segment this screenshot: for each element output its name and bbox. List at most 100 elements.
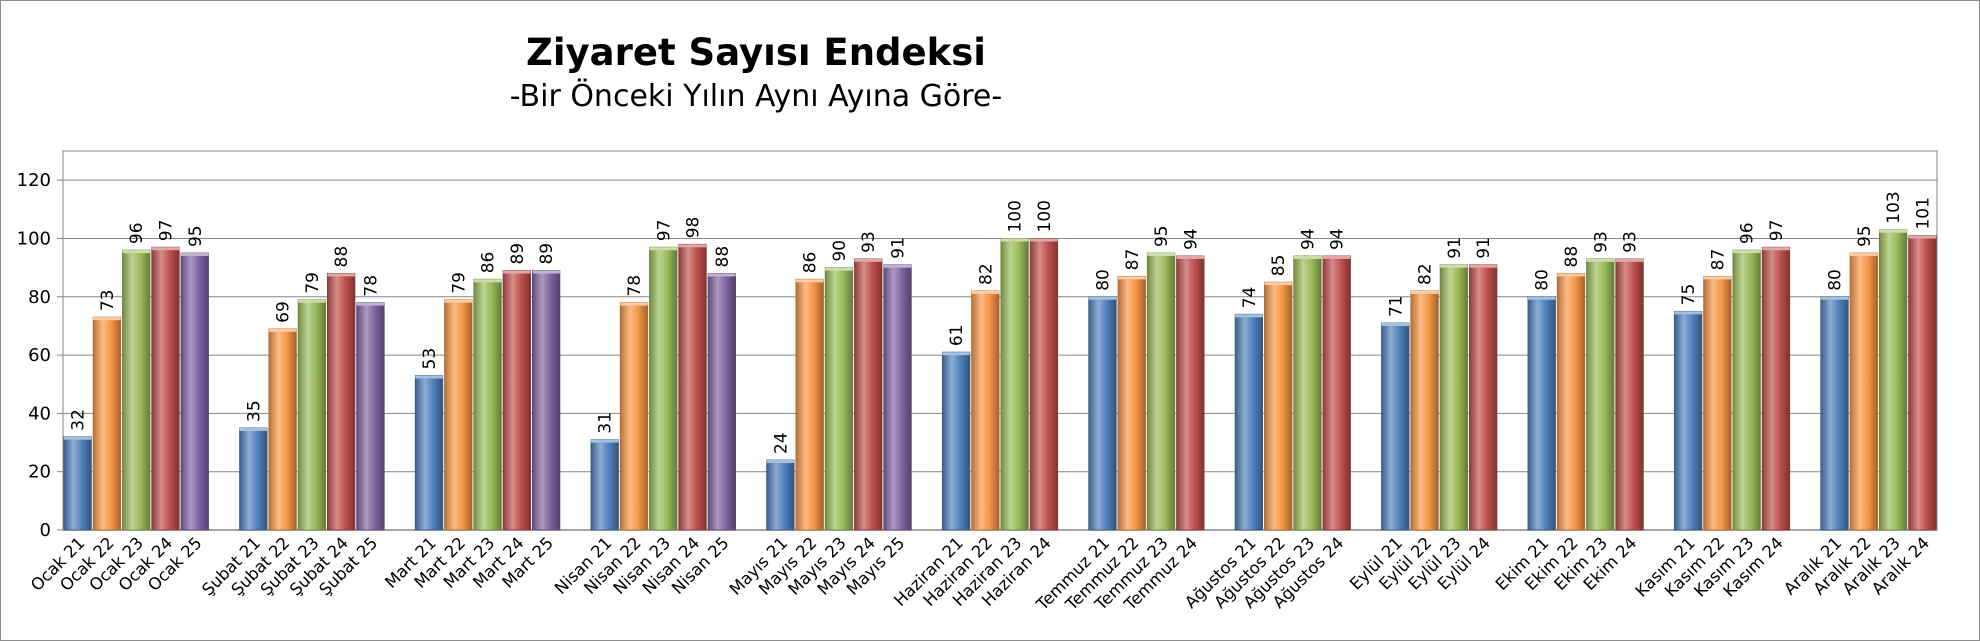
bar-top [1527,296,1556,300]
y-tick-label: 120 [17,170,51,191]
data-label: 100 [1006,200,1026,232]
bar-top [1322,255,1351,259]
y-tick-label: 60 [28,345,51,366]
bar [1878,229,1908,531]
bar-top [1410,290,1439,294]
bar-top [971,290,1000,294]
bar [707,273,736,531]
data-label: 87 [1708,249,1728,271]
bar [1908,235,1937,531]
data-label: 31 [596,412,616,434]
bar [1381,322,1410,531]
bar [1000,238,1029,531]
bar-top [356,302,385,306]
bar [531,270,561,531]
bar-top [1850,253,1878,257]
bar-top [883,264,912,268]
bar-top [1586,258,1615,262]
data-label: 89 [508,243,528,265]
bar [824,267,854,531]
data-label: 91 [1474,237,1494,259]
bar [297,299,327,531]
data-label: 69 [274,301,294,323]
data-label: 61 [947,325,967,347]
bar [678,243,707,531]
bar-top [1235,314,1263,318]
bar [327,273,356,531]
bar-top [444,299,473,303]
bar [619,302,649,531]
bar [1088,296,1117,531]
bar [1029,238,1059,531]
bar-top [1440,264,1468,268]
bar-top [327,273,355,277]
data-label: 80 [1826,269,1846,291]
bar [1820,296,1849,531]
bar [971,290,1000,531]
bar [1527,296,1556,531]
bar [1615,258,1644,531]
bar-top [122,250,150,254]
data-label: 93 [1621,231,1641,253]
data-label: 71 [1386,295,1406,317]
bar-top [93,317,121,321]
data-label: 93 [859,231,879,253]
data-label: 94 [1181,228,1201,250]
bar-top [181,253,209,257]
bar-top [1615,258,1644,262]
bar-top [473,279,502,283]
data-label: 74 [1240,287,1260,309]
data-label: 95 [186,225,206,247]
data-label: 79 [449,272,469,294]
data-label: 93 [1591,231,1611,253]
bar-top [649,247,678,251]
data-label: 35 [244,400,264,422]
bar-top [1147,253,1175,257]
data-label: 97 [156,220,176,242]
data-label: 82 [976,263,996,285]
chart-title: Ziyaret Sayısı Endeksi [526,31,986,74]
bar [1322,255,1351,531]
data-label: 91 [1445,237,1465,259]
data-label: 97 [654,220,674,242]
data-label: 103 [1884,191,1904,223]
bar-top [532,270,560,274]
bar [1468,264,1498,531]
bar [1117,275,1146,531]
bar [1264,281,1293,531]
bar [92,316,122,531]
bar-top [1381,323,1410,327]
data-label: 32 [69,409,89,431]
bar [180,252,209,531]
bar [63,436,92,531]
bar [1849,252,1878,531]
bar [1410,290,1439,531]
y-tick-label: 100 [17,228,51,249]
data-label: 96 [127,222,147,244]
y-tick-label: 40 [28,403,51,424]
bar-top [151,247,180,251]
bar-top [854,258,882,262]
y-tick-label: 80 [28,287,51,308]
bar [649,246,678,531]
bar [795,278,824,531]
bar-top [298,299,326,303]
bar-top [415,375,443,379]
bar [473,278,502,531]
bar-top [1762,247,1790,251]
bar-top [268,328,297,332]
bar-top [1088,296,1117,300]
data-label: 86 [801,252,821,274]
bar-top [825,267,853,271]
bar-top [1820,296,1849,300]
data-label: 94 [1298,228,1318,250]
bar-top [1469,264,1497,268]
bar-top [1118,276,1146,280]
data-label: 89 [537,243,557,265]
bar-top [678,244,707,248]
bar [1176,255,1205,531]
bar-top [1674,311,1702,315]
bar-top [239,427,268,431]
bar [1703,275,1732,531]
